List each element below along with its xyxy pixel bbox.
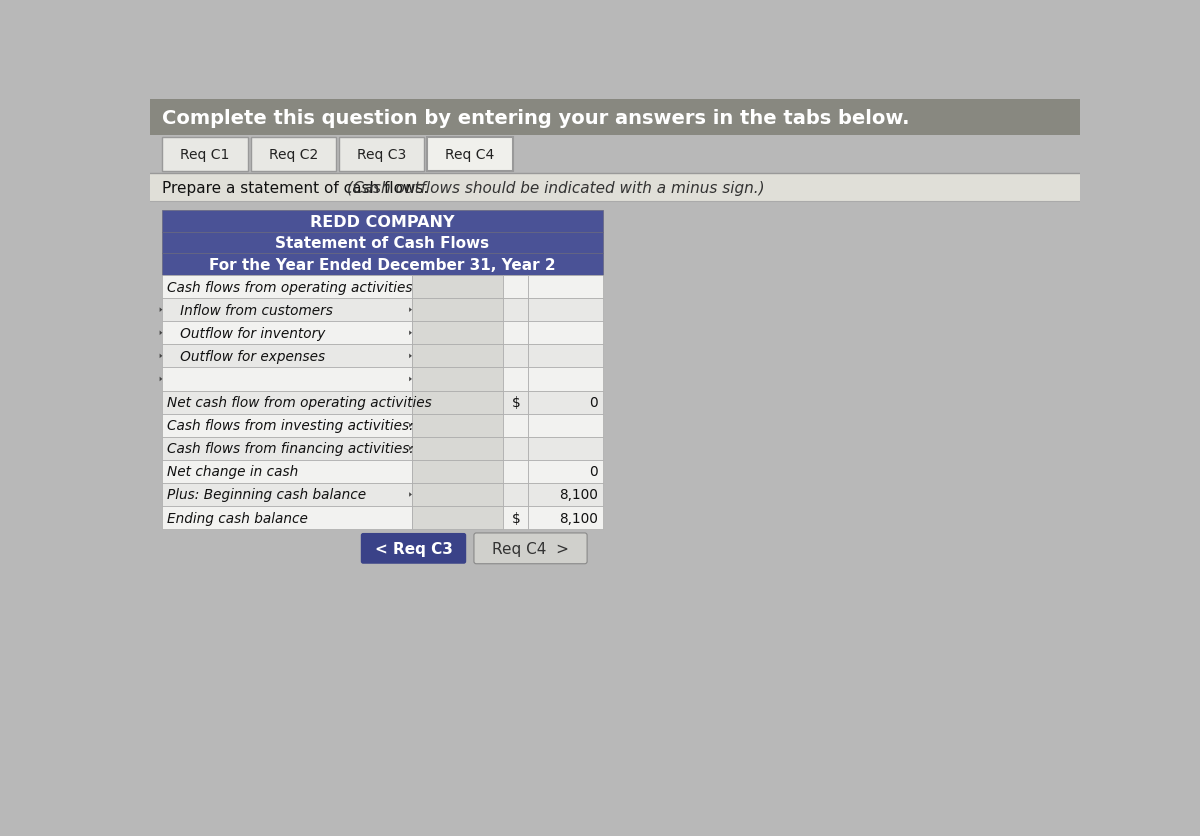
Text: Cash flows from financing activities:: Cash flows from financing activities: — [167, 441, 414, 456]
Bar — [504, 322, 528, 345]
Bar — [412, 437, 504, 461]
Bar — [162, 254, 602, 276]
Polygon shape — [160, 354, 162, 359]
Bar — [412, 483, 504, 507]
Text: Req C1: Req C1 — [180, 148, 229, 162]
Bar — [162, 368, 412, 391]
Polygon shape — [409, 377, 412, 382]
Text: Outflow for inventory: Outflow for inventory — [167, 326, 325, 340]
Bar — [162, 391, 412, 414]
Bar — [528, 368, 602, 391]
Bar — [412, 345, 504, 368]
FancyBboxPatch shape — [162, 138, 247, 172]
Text: For the Year Ended December 31, Year 2: For the Year Ended December 31, Year 2 — [209, 257, 556, 273]
Bar — [150, 135, 1080, 174]
Text: Statement of Cash Flows: Statement of Cash Flows — [276, 236, 490, 251]
Bar — [162, 437, 412, 461]
Text: Prepare a statement of cash flows.: Prepare a statement of cash flows. — [162, 181, 433, 196]
Text: 8,100: 8,100 — [559, 511, 598, 525]
Bar — [162, 211, 602, 232]
Bar — [504, 345, 528, 368]
Polygon shape — [160, 308, 162, 313]
Text: < Req C3: < Req C3 — [374, 541, 452, 556]
Bar — [162, 414, 412, 437]
Bar — [412, 391, 504, 414]
Text: 0: 0 — [589, 465, 598, 479]
Bar — [162, 298, 412, 322]
Bar — [528, 391, 602, 414]
Text: Inflow from customers: Inflow from customers — [167, 303, 332, 318]
Bar — [504, 507, 528, 529]
Text: Net change in cash: Net change in cash — [167, 465, 299, 479]
Polygon shape — [409, 492, 412, 497]
Bar — [528, 461, 602, 483]
Text: $: $ — [511, 395, 520, 410]
Bar — [162, 345, 412, 368]
Bar — [504, 437, 528, 461]
Bar — [504, 414, 528, 437]
Bar — [412, 298, 504, 322]
Bar — [162, 232, 602, 254]
Text: Cash flows from operating activities: Cash flows from operating activities — [167, 280, 413, 294]
Bar — [528, 507, 602, 529]
FancyBboxPatch shape — [340, 138, 425, 172]
Bar — [162, 483, 412, 507]
Text: REDD COMPANY: REDD COMPANY — [311, 214, 455, 229]
Bar — [412, 414, 504, 437]
Text: Req C4: Req C4 — [445, 148, 494, 162]
Bar — [412, 507, 504, 529]
Bar — [504, 483, 528, 507]
Polygon shape — [160, 331, 162, 336]
Text: Req C3: Req C3 — [358, 148, 407, 162]
Text: 0: 0 — [589, 395, 598, 410]
Bar — [150, 174, 1080, 201]
Text: Ending cash balance: Ending cash balance — [167, 511, 308, 525]
Bar — [162, 276, 412, 298]
Polygon shape — [160, 377, 162, 382]
Bar — [412, 276, 504, 298]
Text: Req C4  >: Req C4 > — [492, 541, 569, 556]
Bar — [504, 391, 528, 414]
Polygon shape — [409, 331, 412, 336]
Text: Cash flows from investing activities:: Cash flows from investing activities: — [167, 419, 414, 433]
Bar — [412, 461, 504, 483]
Text: Complete this question by entering your answers in the tabs below.: Complete this question by entering your … — [162, 109, 910, 128]
Bar — [528, 298, 602, 322]
Polygon shape — [409, 423, 412, 428]
Text: 8,100: 8,100 — [559, 488, 598, 502]
Bar — [150, 100, 1080, 135]
Text: Plus: Beginning cash balance: Plus: Beginning cash balance — [167, 488, 366, 502]
Bar — [504, 461, 528, 483]
Text: Net cash flow from operating activities: Net cash flow from operating activities — [167, 395, 432, 410]
Polygon shape — [409, 354, 412, 359]
Bar — [504, 298, 528, 322]
Bar — [528, 322, 602, 345]
Bar — [504, 368, 528, 391]
Bar — [528, 414, 602, 437]
Text: (Cash outflows should be indicated with a minus sign.): (Cash outflows should be indicated with … — [347, 181, 764, 196]
Bar — [528, 276, 602, 298]
Bar — [528, 483, 602, 507]
Polygon shape — [409, 308, 412, 313]
Bar — [504, 276, 528, 298]
Bar — [412, 322, 504, 345]
Text: $: $ — [511, 511, 520, 525]
FancyBboxPatch shape — [361, 533, 466, 564]
FancyBboxPatch shape — [474, 533, 587, 564]
Bar — [162, 461, 412, 483]
Bar — [162, 322, 412, 345]
Bar — [412, 368, 504, 391]
FancyBboxPatch shape — [427, 138, 512, 172]
Bar — [162, 507, 412, 529]
Bar — [528, 437, 602, 461]
Text: Outflow for expenses: Outflow for expenses — [167, 349, 325, 364]
Text: Req C2: Req C2 — [269, 148, 318, 162]
Polygon shape — [409, 446, 412, 451]
FancyBboxPatch shape — [251, 138, 336, 172]
Bar — [528, 345, 602, 368]
